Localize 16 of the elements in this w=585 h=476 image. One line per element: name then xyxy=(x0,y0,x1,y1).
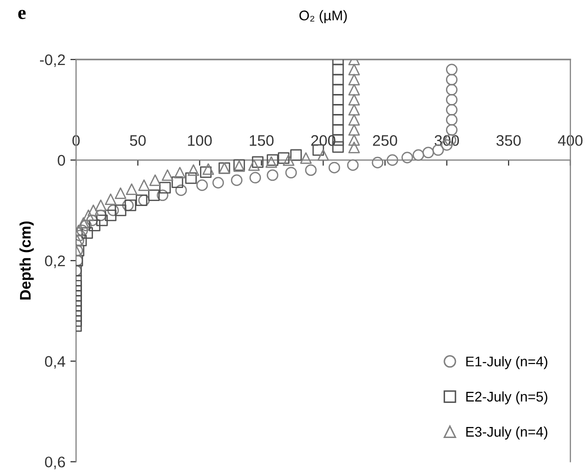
legend-label: E2-July (n=5) xyxy=(466,391,548,404)
x-axis-title: O₂ (µM) xyxy=(299,10,347,24)
x-tick-label: 150 xyxy=(250,135,274,146)
y-tick-label: 0,2 xyxy=(44,255,65,268)
y-tick-label: 0 xyxy=(58,154,66,166)
y-tick-label: -0,2 xyxy=(40,54,65,67)
x-tick-label: 250 xyxy=(373,135,398,146)
x-tick-label: 350 xyxy=(496,135,521,146)
x-tick-label: 50 xyxy=(130,135,146,146)
legend-label: E1-July (n=4) xyxy=(466,356,548,370)
y-tick-label: 0,6 xyxy=(44,456,65,470)
x-tick-label: 100 xyxy=(188,135,212,146)
y-axis-title: Depth (cm) xyxy=(20,221,34,300)
legend-label: E3-July (n=4) xyxy=(466,426,548,440)
text: e xyxy=(18,10,26,20)
y-tick-label: 0,4 xyxy=(44,356,66,369)
